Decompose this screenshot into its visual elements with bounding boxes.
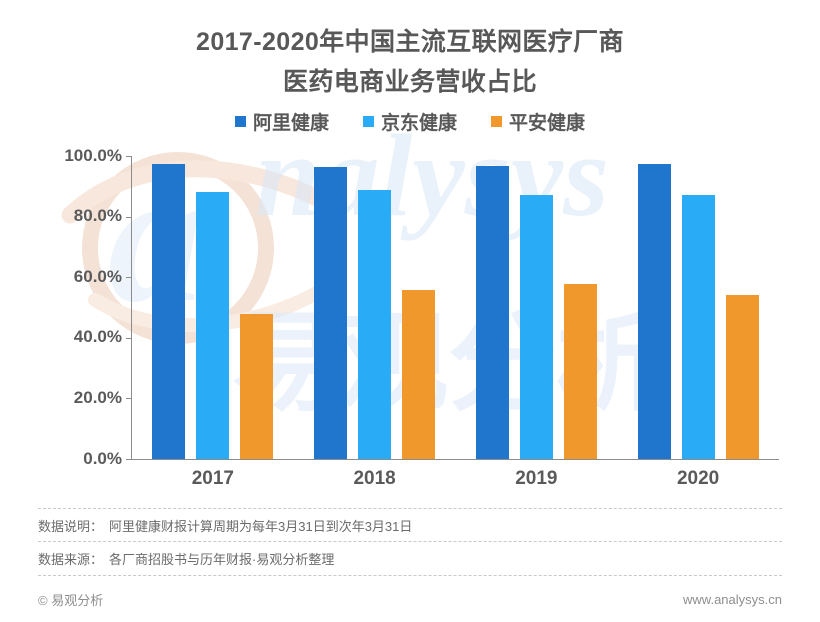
footnote-text: 阿里健康财报计算周期为每年3月31日到次年3月31日	[109, 518, 413, 534]
legend-swatch-icon	[491, 116, 502, 127]
website-link[interactable]: www.analysys.cn	[683, 591, 782, 607]
bar-jdhealth-2019[interactable]	[519, 195, 553, 459]
bars-container	[132, 158, 779, 459]
x-axis-tick-label: 2020	[676, 468, 720, 489]
bar-pinganhealth-2019[interactable]	[563, 284, 597, 459]
bar-group-2020	[617, 158, 779, 459]
y-axis-tick	[126, 398, 131, 399]
x-axis-line	[131, 459, 779, 460]
y-axis-tick	[126, 156, 131, 157]
bar-jdhealth-2018[interactable]	[358, 189, 392, 459]
y-axis-tick-label: 60.0%	[73, 267, 122, 286]
chart-legend: 阿里健康 京东健康 平安健康	[0, 108, 820, 135]
footnote-row: 数据说明： 阿里健康财报计算周期为每年3月31日到次年3月31日	[38, 508, 782, 542]
bar-jdhealth-2020[interactable]	[681, 195, 715, 459]
legend-label: 京东健康	[380, 113, 457, 134]
bar-alihealth-2020[interactable]	[637, 164, 671, 459]
bar-pinganhealth-2020[interactable]	[725, 294, 759, 459]
footnote-label: 数据来源：	[38, 552, 104, 567]
legend-label: 平安健康	[509, 113, 586, 134]
y-axis-tick	[126, 217, 131, 218]
bar-jdhealth-2017[interactable]	[196, 192, 230, 459]
y-axis-tick-label: 100.0%	[64, 146, 122, 165]
y-axis-tick	[126, 338, 131, 339]
y-axis-tick-label: 20.0%	[73, 388, 122, 407]
legend-swatch-icon	[362, 116, 374, 127]
chart-title: 2017-2020年中国主流互联网医疗厂商 医药电商业务营收占比	[0, 22, 820, 102]
copyright-text: © 易观分析	[38, 592, 104, 608]
y-axis-tick-label: 80.0%	[73, 206, 122, 225]
footnote-text: 各厂商招股书与历年财报·易观分析整理	[109, 552, 335, 567]
footnotes: 数据说明： 阿里健康财报计算周期为每年3月31日到次年3月31日 数据来源： 各…	[38, 508, 782, 576]
chart-title-line-1: 2017-2020年中国主流互联网医疗厂商	[196, 28, 624, 56]
page-footer: © 易观分析 www.analysys.cn	[38, 586, 782, 612]
y-axis-labels: 100.0% 80.0% 60.0% 40.0% 20.0% 0.0%	[30, 146, 122, 472]
bar-alihealth-2017[interactable]	[152, 164, 186, 459]
legend-label: 阿里健康	[252, 113, 329, 134]
legend-swatch-icon	[234, 116, 246, 127]
footnote-label: 数据说明：	[38, 518, 104, 534]
chart-title-line-2: 医药电商业务营收占比	[282, 68, 537, 96]
bar-alihealth-2019[interactable]	[475, 166, 509, 459]
bar-group-2018	[294, 158, 456, 459]
x-axis-tick-label: 2019	[515, 468, 558, 489]
y-axis-tick	[126, 459, 131, 460]
footnote-row: 数据来源： 各厂商招股书与历年财报·易观分析整理	[38, 542, 782, 576]
legend-item-alihealth[interactable]: 阿里健康	[234, 108, 329, 135]
y-axis-tick-label: 40.0%	[73, 327, 122, 346]
bar-group-2019	[456, 158, 618, 459]
bar-alihealth-2018[interactable]	[314, 167, 348, 459]
y-axis-tick	[126, 277, 131, 278]
bar-group-2017	[132, 158, 294, 459]
bar-pinganhealth-2017[interactable]	[240, 313, 274, 459]
x-axis-tick-label: 2018	[353, 468, 396, 489]
legend-item-pinganhealth[interactable]: 平安健康	[491, 108, 585, 135]
x-axis-tick-label: 2017	[191, 468, 235, 489]
x-axis-labels: 2017 2018 2019 2020	[132, 468, 779, 490]
y-axis-tick-label: 0.0%	[83, 449, 122, 468]
legend-item-jdhealth[interactable]: 京东健康	[362, 108, 457, 135]
bar-pinganhealth-2018[interactable]	[402, 290, 436, 459]
